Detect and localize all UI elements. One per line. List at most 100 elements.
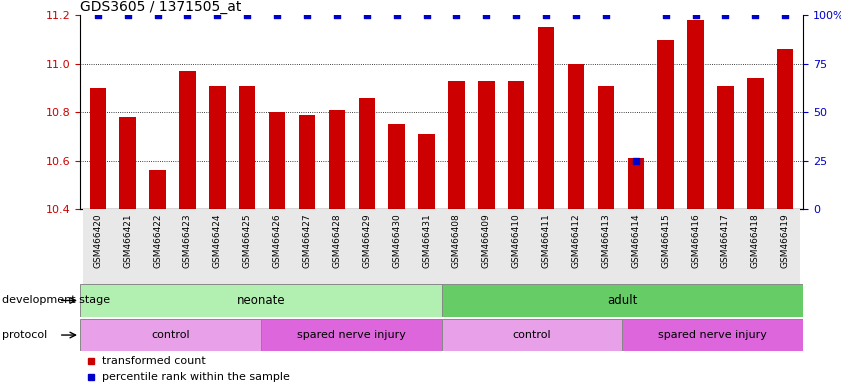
Text: GSM466420: GSM466420	[93, 213, 103, 268]
Text: GSM466415: GSM466415	[661, 213, 670, 268]
Text: GSM466424: GSM466424	[213, 213, 222, 268]
Bar	[568, 64, 584, 209]
Bar	[113, 209, 143, 284]
Bar	[442, 284, 803, 317]
Text: GSM466421: GSM466421	[124, 213, 132, 268]
Text: control: control	[513, 330, 551, 340]
Bar	[627, 158, 644, 209]
Bar	[532, 209, 561, 284]
Bar	[143, 209, 172, 284]
Bar	[411, 209, 442, 284]
Bar	[150, 170, 166, 209]
Bar	[203, 209, 232, 284]
Bar	[687, 20, 704, 209]
Text: GSM466428: GSM466428	[332, 213, 341, 268]
Bar	[508, 81, 525, 209]
Bar	[299, 115, 315, 209]
Text: GSM466413: GSM466413	[601, 213, 611, 268]
Bar	[448, 81, 465, 209]
Bar	[747, 78, 764, 209]
Text: GSM466416: GSM466416	[691, 213, 700, 268]
Bar	[621, 209, 651, 284]
Bar	[172, 209, 203, 284]
Bar	[292, 209, 322, 284]
Bar	[658, 40, 674, 209]
Point	[121, 12, 135, 18]
Point	[510, 12, 523, 18]
Point	[450, 12, 463, 18]
Point	[390, 12, 404, 18]
Point	[181, 12, 194, 18]
Text: GSM466412: GSM466412	[572, 213, 580, 268]
Text: transformed count: transformed count	[102, 356, 205, 366]
Point	[569, 12, 583, 18]
Text: GSM466426: GSM466426	[272, 213, 282, 268]
Text: GSM466419: GSM466419	[780, 213, 790, 268]
Bar	[209, 86, 225, 209]
Text: development stage: development stage	[2, 295, 110, 306]
Bar	[538, 28, 554, 209]
Text: GSM466417: GSM466417	[721, 213, 730, 268]
Text: control: control	[151, 330, 189, 340]
Point	[599, 12, 612, 18]
Bar	[352, 209, 382, 284]
Bar	[358, 98, 375, 209]
Bar	[269, 112, 285, 209]
Point	[210, 12, 224, 18]
Bar	[717, 86, 733, 209]
Text: GSM466410: GSM466410	[511, 213, 521, 268]
Bar	[598, 86, 614, 209]
Point	[689, 12, 702, 18]
Text: GSM466422: GSM466422	[153, 213, 162, 268]
Bar	[90, 88, 106, 209]
Point	[779, 12, 792, 18]
Bar	[329, 110, 345, 209]
Point	[331, 12, 344, 18]
Bar	[80, 284, 442, 317]
Bar	[322, 209, 352, 284]
Bar	[561, 209, 591, 284]
Bar	[472, 209, 501, 284]
Text: spared nerve injury: spared nerve injury	[297, 330, 405, 340]
Text: spared nerve injury: spared nerve injury	[659, 330, 767, 340]
Bar	[119, 117, 136, 209]
Text: GDS3605 / 1371505_at: GDS3605 / 1371505_at	[80, 0, 241, 14]
Text: GSM466411: GSM466411	[542, 213, 551, 268]
Text: GSM466431: GSM466431	[422, 213, 431, 268]
Text: GSM466418: GSM466418	[751, 213, 759, 268]
Bar	[179, 71, 196, 209]
Point	[420, 12, 433, 18]
Bar	[591, 209, 621, 284]
Bar	[622, 319, 803, 351]
Bar	[680, 209, 711, 284]
Text: GSM466409: GSM466409	[482, 213, 491, 268]
Point	[719, 12, 733, 18]
Bar	[711, 209, 740, 284]
Text: GSM466430: GSM466430	[392, 213, 401, 268]
Point	[151, 12, 164, 18]
Bar	[740, 209, 770, 284]
Bar	[382, 209, 411, 284]
Bar	[232, 209, 262, 284]
Point	[659, 12, 673, 18]
Bar	[442, 319, 622, 351]
Point	[479, 12, 493, 18]
Bar	[80, 319, 261, 351]
Text: GSM466425: GSM466425	[243, 213, 251, 268]
Bar	[239, 86, 256, 209]
Text: GSM466414: GSM466414	[632, 213, 640, 268]
Bar	[83, 209, 113, 284]
Point	[539, 12, 553, 18]
Text: percentile rank within the sample: percentile rank within the sample	[102, 372, 289, 382]
Bar	[651, 209, 680, 284]
Bar	[442, 209, 472, 284]
Bar	[389, 124, 405, 209]
Text: GSM466423: GSM466423	[183, 213, 192, 268]
Point	[241, 12, 254, 18]
Bar	[262, 209, 292, 284]
Bar	[777, 49, 793, 209]
Point	[300, 12, 314, 18]
Point	[271, 12, 284, 18]
Text: neonate: neonate	[236, 294, 285, 307]
Point	[360, 12, 373, 18]
